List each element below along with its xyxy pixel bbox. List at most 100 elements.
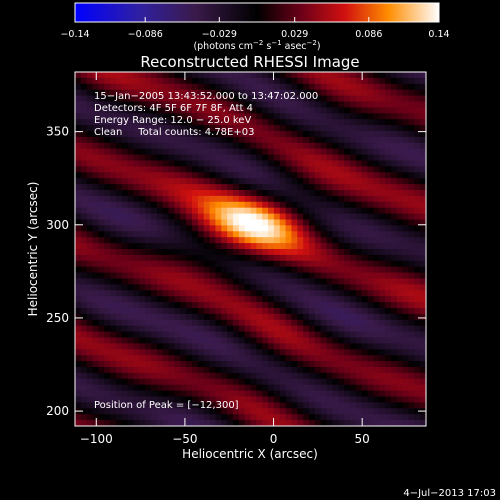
heatmap-cell xyxy=(320,190,328,197)
heatmap-cell xyxy=(151,272,158,280)
heatmap-cell xyxy=(309,384,316,392)
heatmap-cell xyxy=(367,195,374,203)
heatmap-cell xyxy=(273,190,281,197)
heatmap-cell xyxy=(151,313,158,321)
heatmap-cell xyxy=(133,195,140,203)
heatmap-cell xyxy=(390,290,398,297)
heatmap-cell xyxy=(349,349,357,356)
heatmap-cell xyxy=(104,290,111,297)
heatmap-cell xyxy=(256,266,263,274)
heatmap-cell xyxy=(361,113,369,120)
heatmap-cell xyxy=(168,249,176,256)
heatmap-cell xyxy=(168,408,176,415)
heatmap-cell xyxy=(396,166,404,173)
heatmap-cell xyxy=(250,278,257,285)
heatmap-cell xyxy=(396,113,404,120)
heatmap-cell xyxy=(367,160,374,167)
heatmap-cell xyxy=(414,131,421,138)
heatmap-cell xyxy=(420,190,426,197)
heatmap-cell xyxy=(75,308,82,315)
heatmap-cell xyxy=(203,308,211,315)
heatmap-cell xyxy=(203,408,211,415)
heatmap-cell xyxy=(332,207,339,215)
heatmap-cell xyxy=(174,361,181,368)
heatmap-cell xyxy=(215,367,222,374)
heatmap-cell xyxy=(291,319,298,327)
heatmap-cell xyxy=(221,296,228,303)
heatmap-cell xyxy=(344,296,351,303)
heatmap-cell xyxy=(98,414,105,421)
heatmap-cell xyxy=(349,361,357,368)
heatmap-cell xyxy=(162,349,170,356)
heatmap-cell xyxy=(86,195,94,203)
heatmap-cell xyxy=(174,260,181,268)
heatmap-cell xyxy=(133,260,140,268)
heatmap-cell xyxy=(186,237,193,244)
heatmap-cell xyxy=(314,172,322,179)
heatmap-cell xyxy=(244,148,252,156)
heatmap-cell xyxy=(250,355,257,362)
heatmap-cell xyxy=(133,355,140,362)
heatmap-cell xyxy=(162,131,170,138)
heatmap-cell xyxy=(75,160,82,167)
heatmap-cell xyxy=(186,420,193,426)
heatmap-cell xyxy=(209,243,216,250)
heatmap-cell xyxy=(186,195,193,203)
heatmap-cell xyxy=(262,378,269,386)
heatmap-cell xyxy=(367,302,374,309)
heatmap-cell xyxy=(104,361,111,368)
heatmap-cell xyxy=(344,95,351,103)
heatmap-cell xyxy=(285,142,293,150)
heatmap-cell xyxy=(402,172,410,179)
heatmap-cell xyxy=(221,278,228,285)
heatmap-cell xyxy=(127,414,135,421)
heatmap-cell xyxy=(379,408,386,415)
heatmap-cell xyxy=(127,302,135,309)
heatmap-cell xyxy=(92,178,99,185)
heatmap-cell xyxy=(390,325,398,333)
heatmap-cell xyxy=(314,142,322,150)
heatmap-cell xyxy=(197,402,205,409)
heatmap-cell xyxy=(215,154,222,162)
heatmap-cell xyxy=(367,372,374,380)
heatmap-cell xyxy=(303,308,310,315)
heatmap-cell xyxy=(385,414,392,421)
heatmap-cell xyxy=(303,355,310,362)
heatmap-cell xyxy=(338,131,345,138)
heatmap-cell xyxy=(332,231,339,238)
heatmap-cell xyxy=(314,390,322,398)
heatmap-cell xyxy=(373,278,380,285)
heatmap-cell xyxy=(75,331,82,339)
heatmap-cell xyxy=(221,337,228,344)
heatmap-cell xyxy=(168,172,176,179)
heatmap-cell xyxy=(273,361,281,368)
heatmap-cell xyxy=(420,367,426,374)
heatmap-cell xyxy=(221,201,228,209)
heatmap-cell xyxy=(285,190,293,197)
heatmap-cell xyxy=(349,384,357,392)
heatmap-cell xyxy=(361,195,369,203)
heatmap-cell xyxy=(127,284,135,291)
heatmap-cell xyxy=(168,343,176,350)
heatmap-cell xyxy=(332,195,339,203)
heatmap-cell xyxy=(285,89,293,97)
heatmap-cell xyxy=(314,154,322,162)
heatmap-cell xyxy=(326,378,333,386)
heatmap-cell xyxy=(303,237,310,244)
heatmap-cell xyxy=(209,95,216,103)
heatmap-cell xyxy=(244,172,252,179)
heatmap-cell xyxy=(115,266,123,274)
heatmap-cell xyxy=(75,125,82,132)
heatmap-cell xyxy=(273,148,281,156)
heatmap-cell xyxy=(110,190,117,197)
heatmap-cell xyxy=(373,249,380,256)
heatmap-cell xyxy=(133,83,140,91)
heatmap-cell xyxy=(197,225,205,232)
heatmap-cell xyxy=(192,390,199,398)
heatmap-cell xyxy=(408,349,415,356)
heatmap-cell xyxy=(332,284,339,291)
heatmap-cell xyxy=(115,296,123,303)
heatmap-cell xyxy=(268,308,275,315)
heatmap-cell xyxy=(385,396,392,403)
heatmap-cell xyxy=(133,95,140,103)
